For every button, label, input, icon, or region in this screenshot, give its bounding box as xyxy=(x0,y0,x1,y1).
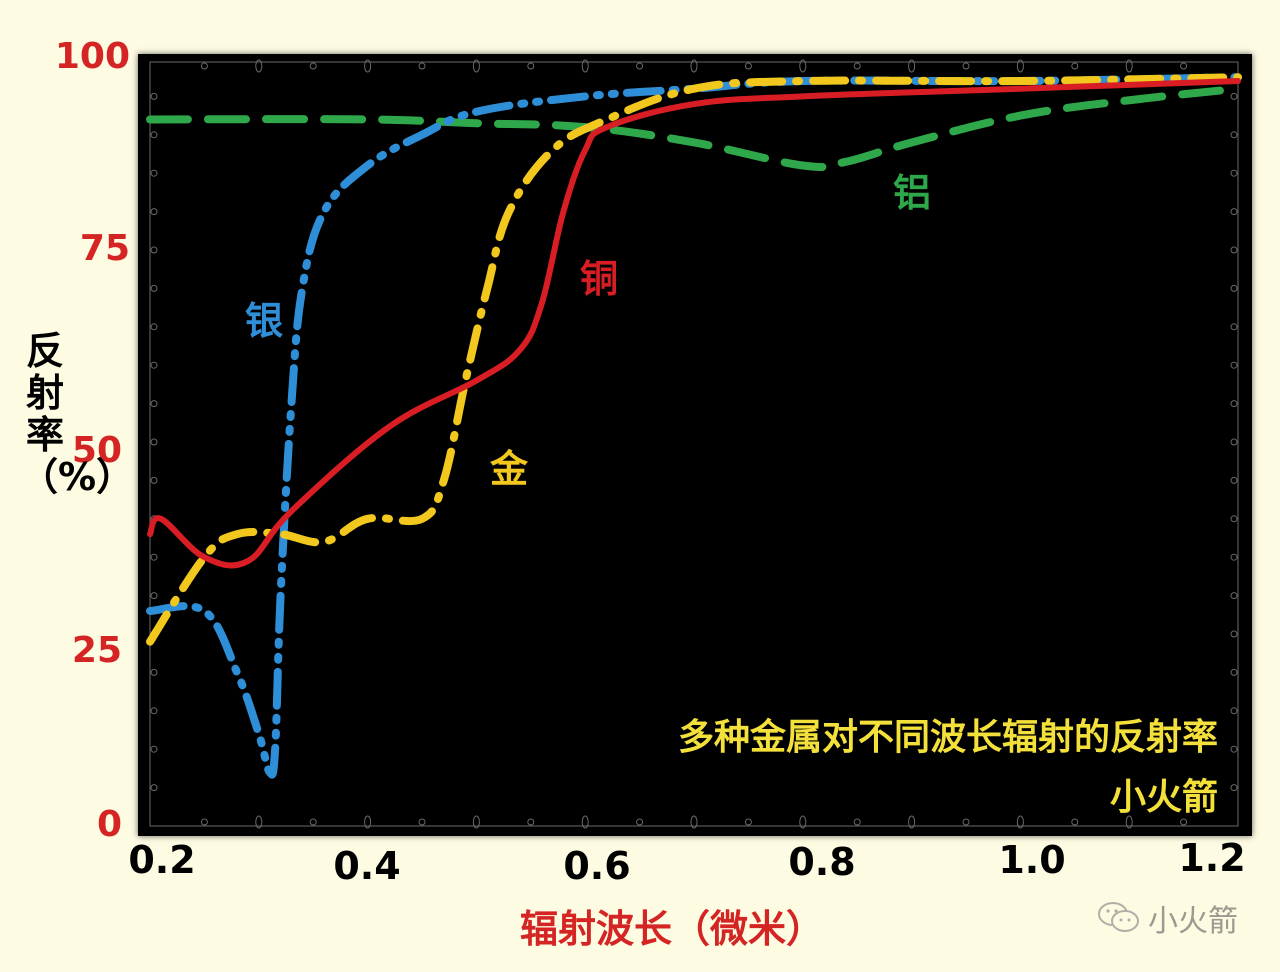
plot-frame xyxy=(149,59,1239,829)
series-silver-line xyxy=(146,73,1242,779)
series-copper-line xyxy=(147,78,1241,569)
label-copper: 铜 xyxy=(580,257,619,301)
x-tick-0.4: 0.4 xyxy=(333,844,401,888)
x-axis-title: 辐射波长（微米） xyxy=(520,907,825,951)
label-gold: 金 xyxy=(490,447,529,491)
y-tick-25: 25 xyxy=(71,630,122,671)
chart-subtitle: 小火箭 xyxy=(1109,777,1218,818)
x-tick-1.2: 1.2 xyxy=(1178,836,1246,880)
label-aluminum: 铝 xyxy=(893,171,932,215)
y-axis-title: 反射率（%） xyxy=(20,329,135,499)
x-tick-0.2: 0.2 xyxy=(128,838,196,882)
plot-area xyxy=(138,54,1252,836)
series-layer xyxy=(146,73,1242,779)
series-aluminum-line xyxy=(146,84,1242,171)
series-gold-line xyxy=(146,73,1242,646)
label-silver: 银 xyxy=(245,299,284,343)
x-tick-1.0: 1.0 xyxy=(998,838,1066,882)
watermark: 小火箭 xyxy=(1096,896,1238,940)
y-tick-0: 0 xyxy=(96,804,122,845)
watermark-text: 小火箭 xyxy=(1148,904,1238,939)
x-tick-0.6: 0.6 xyxy=(563,844,631,888)
y-tick-50: 50 xyxy=(71,430,122,471)
wechat-icon xyxy=(1096,900,1142,936)
y-tick-100: 100 xyxy=(54,36,130,77)
y-tick-75: 75 xyxy=(79,228,130,269)
chart-title: 多种金属对不同波长辐射的反射率 xyxy=(677,717,1218,758)
x-tick-0.8: 0.8 xyxy=(788,840,856,884)
